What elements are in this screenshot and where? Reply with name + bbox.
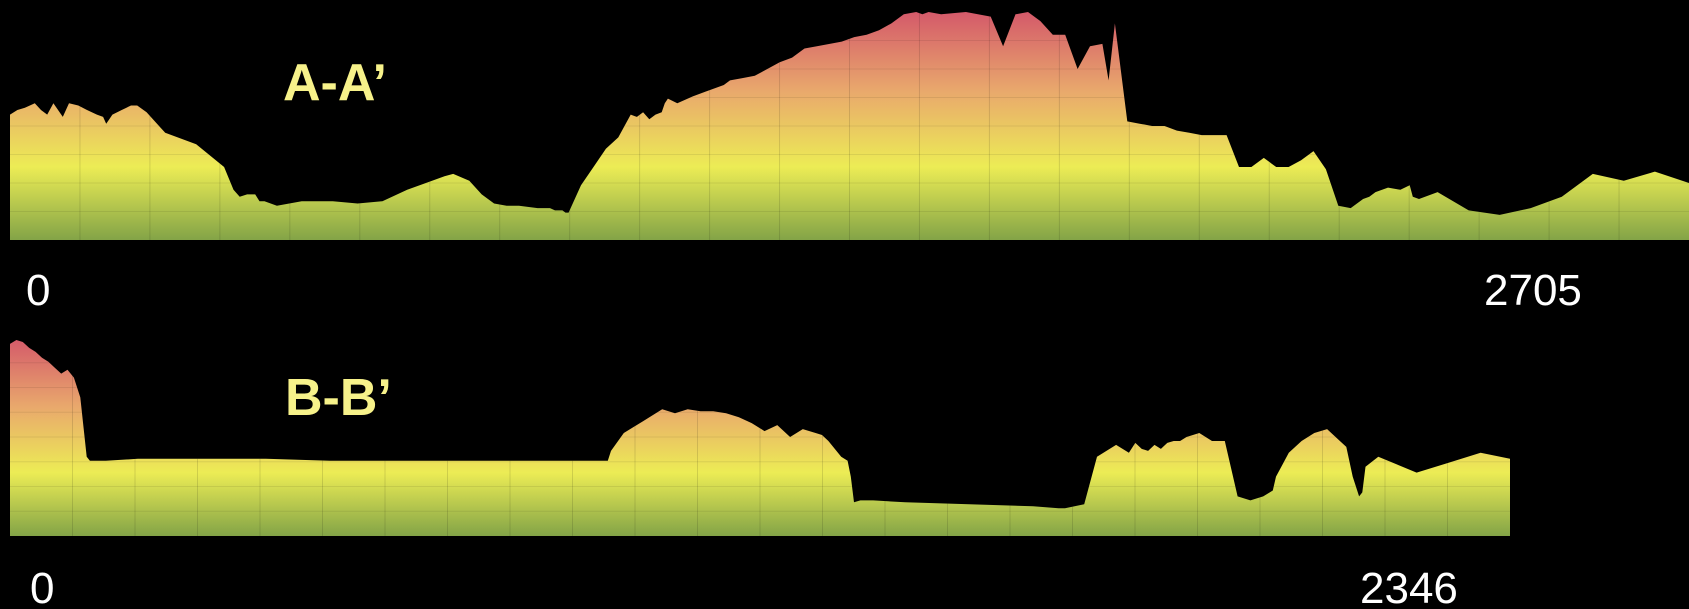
profile-b-start-label: 0: [30, 564, 54, 609]
profile-a-area: [10, 12, 1689, 240]
profile-a-end-label: 2705: [1484, 266, 1582, 315]
profile-a-title: A-A’: [283, 54, 387, 112]
profile-a-start-label: 0: [26, 266, 50, 315]
profile-a-panel: A-A’ 0 2705: [10, 12, 1689, 315]
profile-b-end-label: 2346: [1360, 564, 1458, 609]
profile-b-title: B-B’: [285, 369, 392, 427]
profile-b-panel: B-B’ 0 2346: [10, 340, 1510, 609]
profile-b-area: [10, 340, 1510, 536]
